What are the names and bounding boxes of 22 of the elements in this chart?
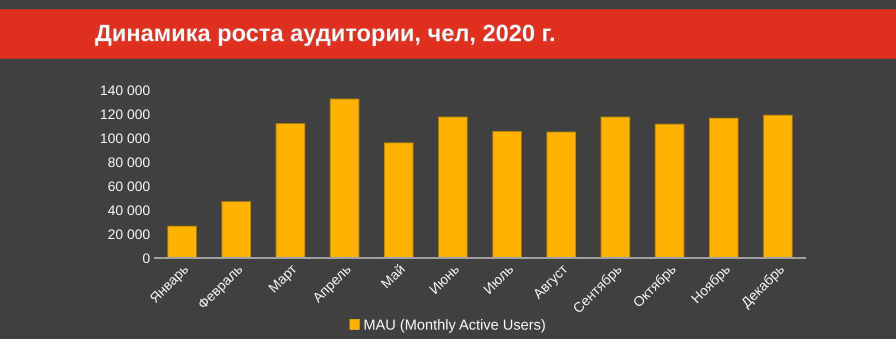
bar <box>546 132 576 258</box>
bar <box>330 98 360 258</box>
legend-label: MAU (Monthly Active Users) <box>364 319 545 333</box>
y-tick-label: 20 000 <box>108 229 150 240</box>
bar <box>438 116 468 258</box>
bar <box>276 123 306 258</box>
y-tick-label: 80 000 <box>108 157 150 168</box>
bar <box>492 130 522 258</box>
bar <box>708 118 739 258</box>
y-tick-label: 140 000 <box>101 85 150 96</box>
bar <box>763 114 793 258</box>
bar <box>384 142 414 258</box>
bar <box>600 116 630 258</box>
bar <box>221 201 252 258</box>
y-tick-label: 100 000 <box>101 133 150 144</box>
y-tick-label: 0 <box>142 253 150 264</box>
y-tick-label: 40 000 <box>108 205 150 216</box>
bar <box>167 226 197 258</box>
chart-title: Динамика роста аудитории, чел, 2020 г. <box>95 24 554 46</box>
y-tick-label: 60 000 <box>108 181 150 192</box>
y-tick-label: 120 000 <box>101 109 150 120</box>
bar <box>654 124 684 258</box>
